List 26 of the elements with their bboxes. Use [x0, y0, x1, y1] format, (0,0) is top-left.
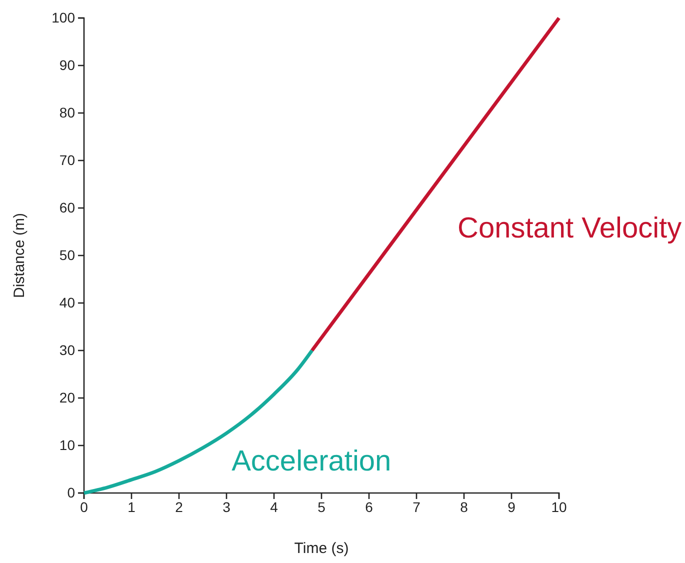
x-tick-label: 9: [508, 498, 516, 515]
y-tick-label: 60: [59, 199, 76, 216]
x-tick-label: 1: [128, 498, 136, 515]
series-label: Constant Velocity: [458, 212, 682, 244]
y-tick-label: 90: [59, 56, 76, 73]
y-tick-label: 20: [59, 389, 76, 406]
y-tick-label: 100: [52, 9, 76, 26]
x-tick-label: 3: [222, 498, 231, 515]
x-tick-label: 7: [412, 498, 421, 515]
y-tick-label: 0: [67, 484, 76, 500]
x-tick-label: 10: [551, 498, 567, 515]
x-axis-title: Time (s): [294, 540, 349, 557]
y-tick-label: 10: [59, 436, 76, 453]
x-tick-label: 0: [80, 498, 88, 515]
x-tick-label: 4: [270, 498, 278, 515]
y-tick-label: 70: [59, 152, 76, 168]
series-label: Acceleration: [232, 445, 392, 478]
x-tick-label: 2: [175, 498, 184, 515]
y-tick-label: 80: [59, 104, 76, 120]
x-tick-label: 5: [318, 498, 326, 515]
y-tick-label: 30: [59, 342, 76, 358]
x-tick-label: 8: [460, 498, 468, 515]
x-tick-label: 6: [365, 498, 374, 515]
y-tick-label: 50: [59, 246, 76, 263]
y-axis-title: Distance (m): [11, 212, 28, 298]
y-tick-label: 40: [59, 294, 76, 310]
